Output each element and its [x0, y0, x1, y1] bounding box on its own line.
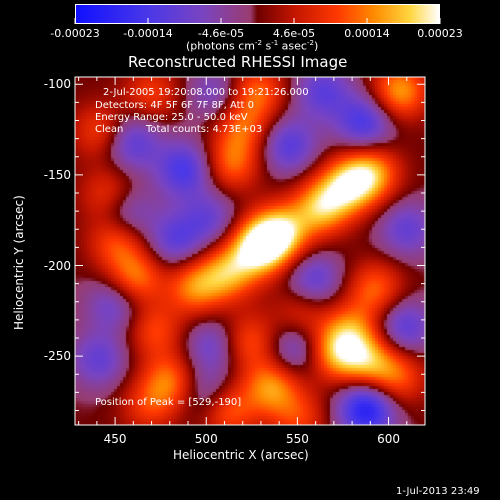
detectors-text: Detectors: 4F 5F 6F 7F 8F, Att 0: [95, 100, 255, 111]
footer-timestamp: 1-Jul-2013 23:49: [396, 486, 480, 497]
y-tick-label: -100: [43, 77, 71, 92]
colorbar-tick-label: -0.00014: [123, 27, 173, 40]
plot-frame: [74, 76, 426, 426]
y-axis-label: Heliocentric Y (arcsec): [12, 195, 26, 330]
colorbar-tick-label: -4.6e-05: [197, 27, 245, 40]
colorbar-tick-label: -0.00023: [50, 27, 100, 40]
colorbar-tick-label: 4.6e-05: [272, 27, 316, 40]
colorbar-ticks: [74, 18, 441, 24]
colorbar: [75, 4, 440, 24]
y-tick-label: -200: [43, 258, 71, 273]
time-range-text: 2-Jul-2005 19:20:08.000 to 19:21:26.000: [103, 87, 309, 98]
x-tick-label: 550: [285, 432, 309, 446]
colorbar-gradient: [76, 5, 439, 23]
y-tick-label: -150: [43, 167, 71, 182]
colorbar-tick-label: 0.00014: [344, 27, 390, 40]
peak-position-text: Position of Peak = [529,-190]: [95, 397, 242, 408]
plot-area: [75, 77, 425, 425]
chart-title: Reconstructed RHESSI Image: [128, 53, 348, 71]
total-counts-text: Total counts: 4.73E+03: [146, 124, 263, 135]
x-tick-label: 500: [194, 432, 218, 446]
x-axis-label: Heliocentric X (arcsec): [173, 448, 309, 462]
colorbar-units: (photons cm-2 s-1 asec-2): [186, 39, 319, 53]
y-tick-label: -250: [43, 349, 71, 364]
colorbar-tick-label: 0.00023: [417, 27, 463, 40]
clean-label-text: Clean: [95, 124, 124, 135]
x-tick-label: 600: [377, 432, 400, 446]
x-tick-label: 450: [103, 432, 127, 446]
energy-range-text: Energy Range: 25.0 - 50.0 keV: [95, 112, 248, 123]
heatmap-image: [75, 77, 425, 425]
